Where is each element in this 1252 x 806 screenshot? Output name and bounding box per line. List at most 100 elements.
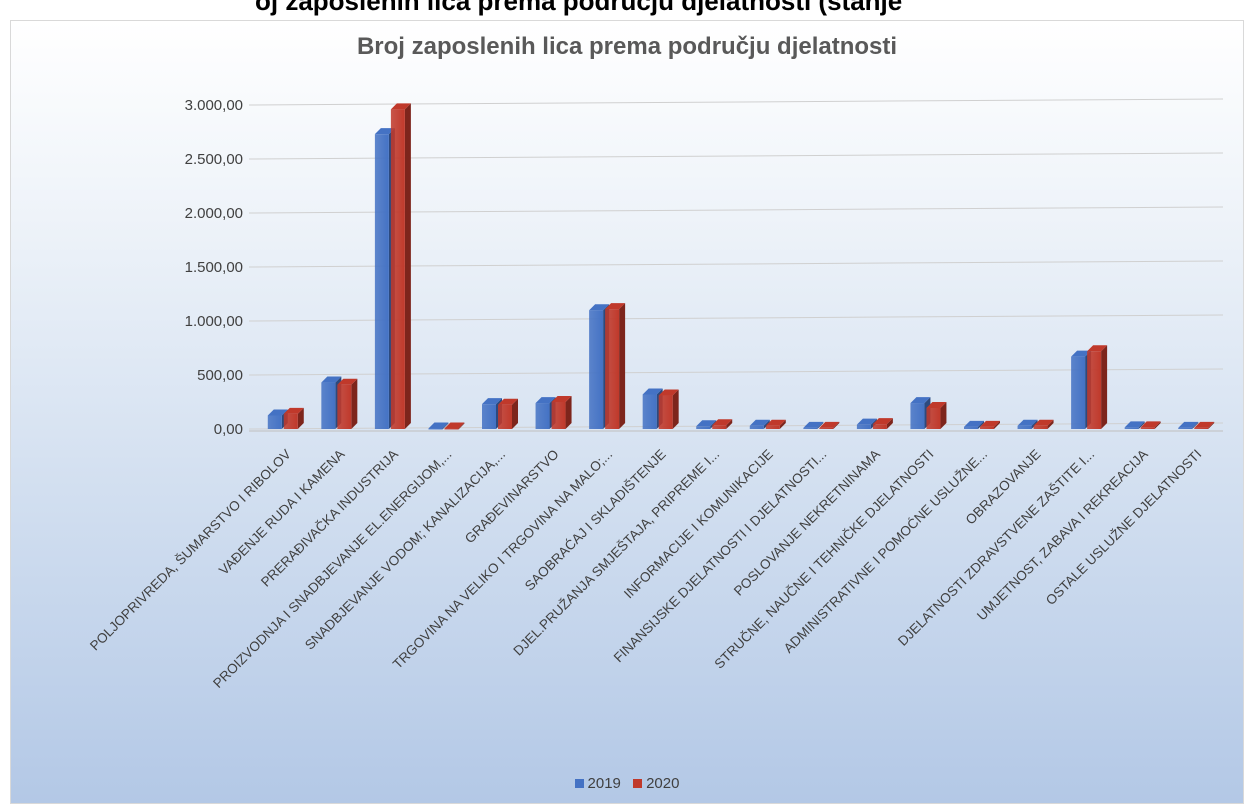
bar-front [856,424,871,429]
bar-front [980,426,994,429]
bar-front [283,413,298,429]
bar-2020 [283,407,304,429]
legend-swatch-2019 [574,779,584,788]
gridline [248,314,1224,322]
bar-front [267,415,282,429]
bar-front [444,428,459,430]
bar-top [872,418,893,425]
y-tick-label: 2.500,00 [185,151,243,168]
gridline [248,206,1224,214]
bar-top [1140,421,1161,428]
bar-2020 [1033,419,1054,429]
chart-area: Broj zaposlenih lica prema području djel… [10,20,1244,804]
bar-top [1071,350,1092,357]
bar-top [980,420,1000,427]
bar-2020 [819,421,840,429]
gridline [248,260,1224,268]
bar-side [619,303,626,429]
bar-2020 [872,418,893,429]
bar-top [658,389,679,396]
bar-side [978,420,984,429]
bar-top [374,128,395,135]
bar-2020 [980,420,1000,429]
bar-2020 [658,389,679,429]
bar-top [444,422,465,429]
bar-side [1154,421,1161,429]
bar-top [1017,419,1038,426]
bar-front [428,428,443,430]
bar-2019 [1124,421,1145,429]
bar-top [749,419,770,426]
bar-top [856,418,877,425]
bar-top [1178,421,1199,428]
chart-title: Broj zaposlenih lica prema području djel… [356,33,898,60]
bar-side [458,422,465,430]
bar-top [321,376,342,383]
bar-top [803,421,824,428]
gridline [248,152,1224,160]
y-tick-label: 2.000,00 [185,205,243,222]
bar-side [404,103,411,429]
bar-top [535,397,556,404]
bar-2020 [926,401,947,429]
bar-front [390,109,405,429]
bar-front [321,382,336,429]
y-tick-label: 500,00 [197,367,243,384]
bar-front [374,134,389,429]
bar-2019 [749,419,770,429]
bar-side [994,420,1000,429]
legend-label-2019: 2019 [587,775,621,792]
bar-side [1047,419,1054,429]
bar-2019 [1178,421,1199,429]
bar-front [910,403,925,429]
bar-front [589,310,604,429]
bar-chart: 0,00 500,00 1.000,00 1.500,00 2.000,00 2.500,… [87,97,1224,691]
x-tick-label: DJELATNOSTI ZDRAVSTVENE ZAŠTITE I... [895,447,1097,649]
bar-front [1194,427,1209,429]
bar-front [964,426,978,429]
bar-2020 [712,419,733,429]
bar-2019 [1017,419,1038,429]
gridline [248,368,1224,376]
bar-side [763,419,770,429]
bar-top [819,421,840,428]
bar-top [1033,419,1054,426]
x-tick-label: SNADBJEVANJE VODOM; KANALIZACIJA,... [302,447,508,653]
x-tick-label: DJEL.PRUŽANJA SMJEŠTAJA, PRIPREME I... [510,447,722,659]
bar-top [964,420,984,427]
gridline [248,98,1224,106]
bar-top [498,398,518,405]
bar-2020 [1194,421,1215,429]
bar-front [1071,356,1086,429]
bar-front [337,384,352,429]
top-cropped-heading: oj zaposlenih lica prema području djelat… [255,0,903,16]
bar-2020 [498,398,518,429]
bar-top [696,420,717,427]
bar-top [283,407,304,414]
bar-top [926,401,947,408]
bar-front [765,425,780,429]
bar-2020 [1140,421,1161,429]
bar-front [482,404,496,429]
bar-side [672,389,679,429]
bar-top [1124,421,1145,428]
bar-2019 [321,376,342,429]
bar-2020 [605,303,626,429]
bar-top [267,409,288,416]
bar-side [1192,421,1199,429]
bar-top [765,419,786,426]
bar-front [1124,427,1139,429]
bar-side [565,396,572,429]
gridline [248,422,1224,430]
bar-top [1194,421,1215,428]
bar-top [337,378,358,385]
bar-top [605,303,626,310]
legend-swatch-2020 [633,779,643,788]
bar-2020 [765,419,786,429]
y-tick-label: 1.500,00 [185,259,243,276]
bar-top [390,103,411,110]
legend-label-2020: 2020 [646,775,680,792]
y-tick-label: 0,00 [214,421,243,438]
legend-item-2020: 2020 [633,775,679,792]
bar-front [1087,351,1102,429]
